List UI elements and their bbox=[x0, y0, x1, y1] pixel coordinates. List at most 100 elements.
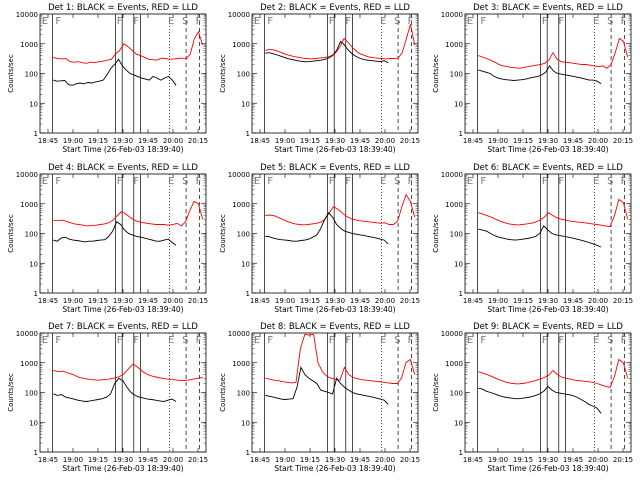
panel-title: Det 1: BLACK = Events, RED = LLD bbox=[48, 3, 198, 13]
y-tick-label: 1000 bbox=[232, 201, 250, 209]
region-label: S bbox=[607, 335, 613, 346]
y-tick-label: 1 bbox=[459, 449, 463, 457]
panel-title: Det 8: BLACK = Events, RED = LLD bbox=[260, 322, 410, 332]
region-label: S bbox=[394, 16, 400, 27]
x-tick-label: 20:00 bbox=[375, 137, 395, 145]
region-label: F bbox=[329, 16, 335, 27]
x-tick-label: 20:00 bbox=[588, 137, 608, 145]
lld-series bbox=[265, 333, 416, 384]
panel-title: Det 7: BLACK = Events, RED = LLD bbox=[48, 322, 198, 332]
x-tick-label: 20:15 bbox=[400, 137, 420, 145]
x-tick-label: 20:00 bbox=[163, 137, 183, 145]
x-tick-label: 18:45 bbox=[38, 297, 58, 305]
panel-title: Det 4: BLACK = Events, RED = LLD bbox=[48, 163, 198, 173]
region-label: F bbox=[542, 335, 548, 346]
region-label: F bbox=[133, 16, 139, 27]
events-series bbox=[478, 65, 602, 85]
region-label: E bbox=[168, 176, 174, 187]
y-tick-label: 1000 bbox=[20, 360, 38, 368]
x-tick-label: 19:15 bbox=[513, 456, 533, 464]
x-axis-label: Start Time (26-Feb-03 18:39:40) bbox=[487, 145, 608, 154]
y-axis-label: Counts/sec bbox=[432, 373, 440, 412]
events-series bbox=[53, 377, 177, 402]
plot-frame bbox=[39, 13, 207, 134]
region-label: S bbox=[394, 176, 400, 187]
x-tick-label: 19:30 bbox=[538, 137, 558, 145]
x-tick-label: 20:00 bbox=[588, 456, 608, 464]
region-label: E bbox=[168, 335, 174, 346]
region-label: E bbox=[42, 335, 48, 346]
x-tick-label: 20:00 bbox=[588, 297, 608, 305]
region-label: F bbox=[117, 335, 123, 346]
region-label: F bbox=[267, 16, 273, 27]
region-label: E bbox=[593, 176, 599, 187]
panel-title: Det 6: BLACK = Events, RED = LLD bbox=[473, 163, 623, 173]
panel-det-6: Det 6: BLACK = Events, RED = LLD 1 10 100 10… bbox=[432, 163, 633, 314]
region-label: F bbox=[117, 16, 123, 27]
region-label: F bbox=[55, 335, 61, 346]
region-label: E bbox=[168, 16, 174, 27]
region-label: F bbox=[408, 335, 414, 346]
region-label: F bbox=[196, 335, 202, 346]
y-tick-label: 100 bbox=[25, 71, 38, 79]
x-tick-label: 19:00 bbox=[488, 137, 508, 145]
panel-title: Det 5: BLACK = Events, RED = LLD bbox=[260, 163, 410, 173]
x-tick-label: 19:30 bbox=[113, 137, 133, 145]
x-tick-label: 20:00 bbox=[163, 297, 183, 305]
y-tick-label: 1000 bbox=[445, 41, 463, 49]
y-tick-label: 1 bbox=[459, 130, 463, 138]
y-tick-label: 1000 bbox=[20, 41, 38, 49]
region-label: F bbox=[621, 335, 627, 346]
region-label: F bbox=[329, 335, 335, 346]
region-label: F bbox=[480, 176, 486, 187]
y-tick-label: 10 bbox=[454, 260, 463, 268]
x-tick-label: 19:45 bbox=[350, 297, 370, 305]
region-label: E bbox=[467, 176, 473, 187]
region-label: F bbox=[558, 16, 564, 27]
region-label: E bbox=[593, 16, 599, 27]
x-axis-label: Start Time (26-Feb-03 18:39:40) bbox=[62, 464, 183, 473]
lld-series bbox=[265, 193, 416, 226]
y-tick-label: 1 bbox=[34, 130, 38, 138]
x-tick-label: 19:45 bbox=[350, 456, 370, 464]
y-tick-label: 10000 bbox=[16, 330, 38, 338]
region-label: E bbox=[42, 16, 48, 27]
events-series bbox=[53, 221, 177, 246]
region-label: F bbox=[558, 176, 564, 187]
region-label: F bbox=[267, 176, 273, 187]
y-tick-label: 10000 bbox=[228, 330, 250, 338]
x-tick-label: 19:15 bbox=[300, 456, 320, 464]
x-tick-label: 19:45 bbox=[563, 456, 583, 464]
y-tick-label: 10 bbox=[29, 260, 38, 268]
x-tick-label: 20:00 bbox=[375, 456, 395, 464]
events-series bbox=[478, 385, 602, 414]
x-tick-label: 19:00 bbox=[63, 456, 83, 464]
lld-series bbox=[53, 200, 204, 227]
region-label: E bbox=[42, 176, 48, 187]
region-label: F bbox=[345, 335, 351, 346]
region-label: F bbox=[345, 176, 351, 187]
panel-title: Det 9: BLACK = Events, RED = LLD bbox=[473, 322, 623, 332]
x-axis-label: Start Time (26-Feb-03 18:39:40) bbox=[274, 305, 395, 314]
x-tick-label: 19:30 bbox=[538, 456, 558, 464]
y-tick-label: 10 bbox=[29, 419, 38, 427]
x-tick-label: 19:15 bbox=[88, 297, 108, 305]
region-label: E bbox=[593, 335, 599, 346]
y-tick-label: 10 bbox=[241, 419, 250, 427]
x-tick-label: 20:00 bbox=[163, 456, 183, 464]
region-label: E bbox=[380, 335, 386, 346]
x-tick-label: 19:45 bbox=[563, 297, 583, 305]
x-tick-label: 19:00 bbox=[488, 456, 508, 464]
x-tick-label: 20:00 bbox=[375, 297, 395, 305]
region-label: F bbox=[542, 16, 548, 27]
panel-title: Det 2: BLACK = Events, RED = LLD bbox=[260, 3, 410, 13]
y-tick-label: 10 bbox=[29, 100, 38, 108]
panel-title: Det 3: BLACK = Events, RED = LLD bbox=[473, 3, 623, 13]
y-axis-label: Counts/sec bbox=[7, 373, 15, 412]
events-series bbox=[265, 40, 389, 64]
region-label: E bbox=[254, 335, 260, 346]
panel-det-7: Det 7: BLACK = Events, RED = LLD 1 10 100 10… bbox=[7, 322, 208, 473]
panel-det-2: Det 2: BLACK = Events, RED = LLD 1 10 100 10… bbox=[219, 3, 420, 154]
x-tick-label: 19:00 bbox=[488, 297, 508, 305]
panel-det-3: Det 3: BLACK = Events, RED = LLD 1 10 100 10… bbox=[432, 3, 633, 154]
